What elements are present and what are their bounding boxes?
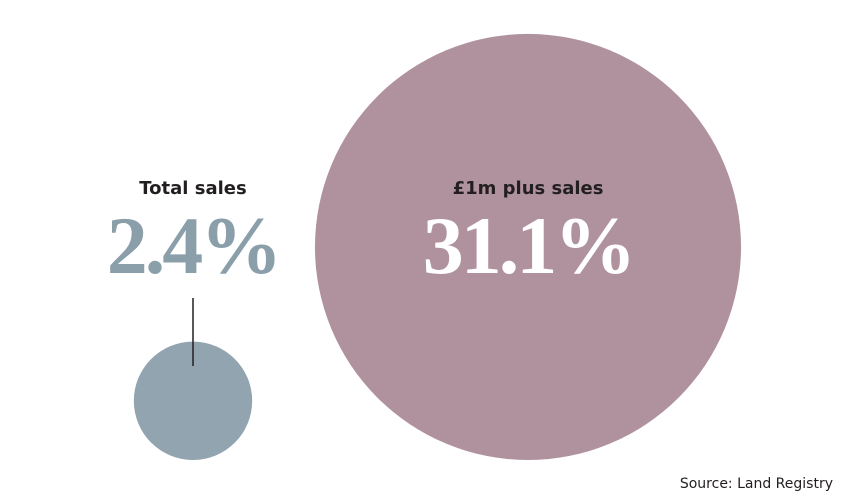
value-label: 2.4%	[107, 200, 280, 291]
category-label: Total sales	[139, 178, 246, 199]
bubble	[314, 33, 742, 460]
source-note: Source: Land Registry	[680, 476, 833, 492]
category-label: £1m plus sales	[453, 178, 604, 199]
bubble	[133, 341, 253, 460]
value-label: 31.1%	[423, 200, 634, 291]
